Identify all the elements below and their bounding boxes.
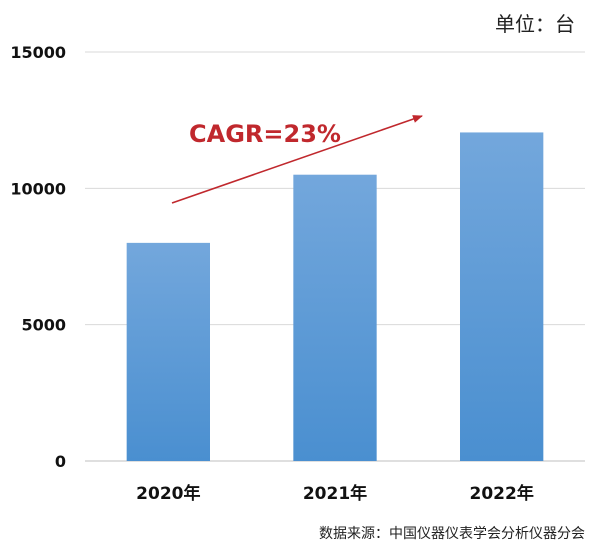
y-tick-label: 5000 — [21, 316, 66, 335]
x-tick-label: 2022年 — [470, 483, 534, 504]
trend-arrow — [171, 115, 423, 204]
bar-1 — [293, 174, 377, 461]
source-label: 数据来源：中国仪器仪表学会分析仪器分会 — [319, 526, 585, 542]
y-tick-label: 15000 — [10, 43, 66, 62]
y-axis-ticks: 0 5000 10000 15000 — [10, 43, 66, 471]
x-tick-label: 2020年 — [136, 483, 200, 504]
y-tick-label: 0 — [55, 452, 66, 471]
x-tick-label: 2021年 — [303, 483, 367, 504]
x-axis-ticks: 2020年 2021年 2022年 — [136, 483, 534, 504]
bar-0 — [126, 242, 210, 461]
y-tick-label: 10000 — [10, 179, 66, 198]
cagr-annotation: CAGR=23% — [189, 120, 341, 148]
unit-label: 单位：台 — [495, 12, 575, 36]
bars — [126, 132, 544, 462]
bar-2 — [460, 132, 544, 462]
